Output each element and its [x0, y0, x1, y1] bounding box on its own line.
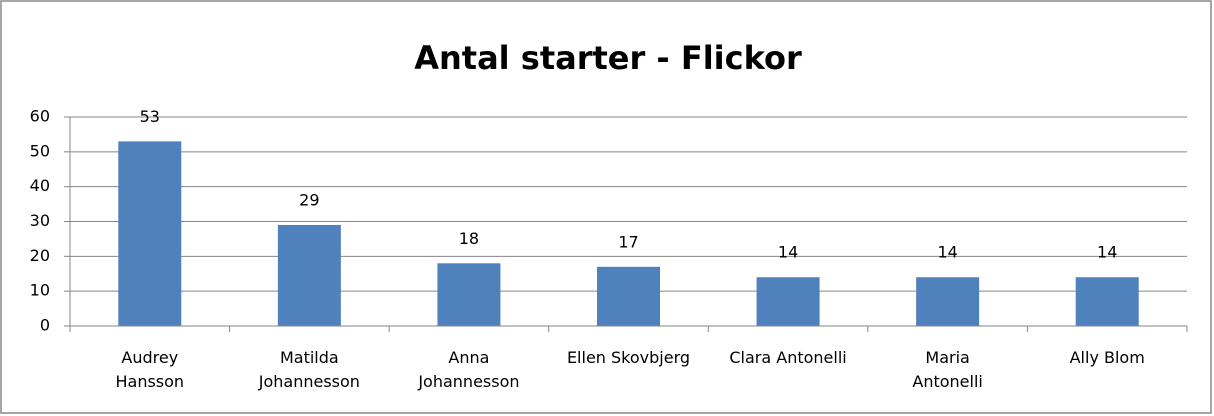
- data-label: 14: [1097, 243, 1117, 262]
- bar: [756, 277, 820, 326]
- x-tick-label: Ellen Skovbjerg: [566, 348, 691, 367]
- data-label: 17: [618, 232, 638, 251]
- bar: [277, 224, 341, 326]
- x-tick-label: Ally Blom: [1069, 348, 1145, 367]
- data-label: 14: [778, 243, 798, 262]
- data-label: 53: [140, 107, 160, 126]
- bar: [916, 277, 980, 326]
- x-tick-label: Matilda Johannesson: [258, 348, 360, 391]
- x-tick-label: Anna Johannesson: [418, 348, 520, 391]
- x-tick-label: Clara Antonelli: [729, 348, 847, 367]
- data-label: 29: [299, 190, 319, 209]
- chart-title: Antal starter - Flickor: [414, 39, 802, 77]
- bar: [597, 266, 660, 326]
- x-tick-label: Audrey Hansson: [115, 348, 185, 391]
- bar: [118, 141, 182, 326]
- y-tick-label: 60: [30, 107, 50, 126]
- x-tick-label: Maria Antonelli: [912, 348, 983, 391]
- bar: [1075, 277, 1139, 326]
- y-tick-label: 40: [30, 176, 50, 195]
- y-tick-label: 20: [30, 246, 50, 265]
- bar: [437, 263, 501, 326]
- data-label: 14: [937, 243, 957, 262]
- y-tick-label: 50: [30, 141, 50, 160]
- data-label: 18: [459, 229, 479, 248]
- y-tick-label: 30: [30, 211, 50, 230]
- y-tick-label: 10: [30, 281, 50, 300]
- y-tick-label: 0: [40, 316, 50, 335]
